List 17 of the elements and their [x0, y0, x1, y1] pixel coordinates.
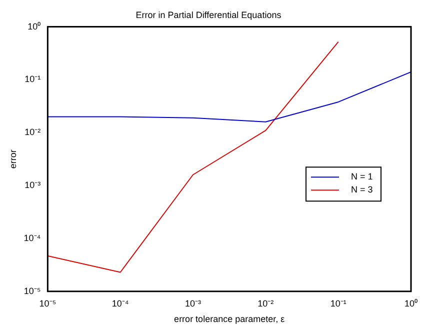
- y-tick-label: 10⁰: [28, 21, 41, 32]
- y-tick-label: 10⁻⁴: [24, 232, 41, 243]
- legend-label: N = 3: [351, 184, 373, 195]
- y-tick-label: 10⁻³: [24, 180, 41, 190]
- y-tick-label: 10⁻¹: [24, 74, 41, 84]
- chart-title: Error in Partial Differential Equations: [136, 10, 282, 20]
- x-tick-label: 10⁻²: [258, 298, 274, 308]
- legend-label: N = 1: [351, 172, 373, 182]
- x-tick-label: 10⁻⁴: [112, 298, 129, 308]
- x-axis-title: error tolerance parameter, ε: [174, 314, 285, 324]
- x-tick-label: 10⁻¹: [330, 298, 346, 308]
- x-tick-label: 10⁻⁵: [39, 298, 56, 308]
- y-tick-label: 10⁻⁵: [24, 286, 41, 296]
- y-tick-label: 10⁻²: [24, 127, 41, 138]
- x-tick-label: 10⁻³: [185, 298, 202, 308]
- x-tick-label: 10⁰: [404, 298, 418, 308]
- y-axis-title: error: [8, 150, 18, 169]
